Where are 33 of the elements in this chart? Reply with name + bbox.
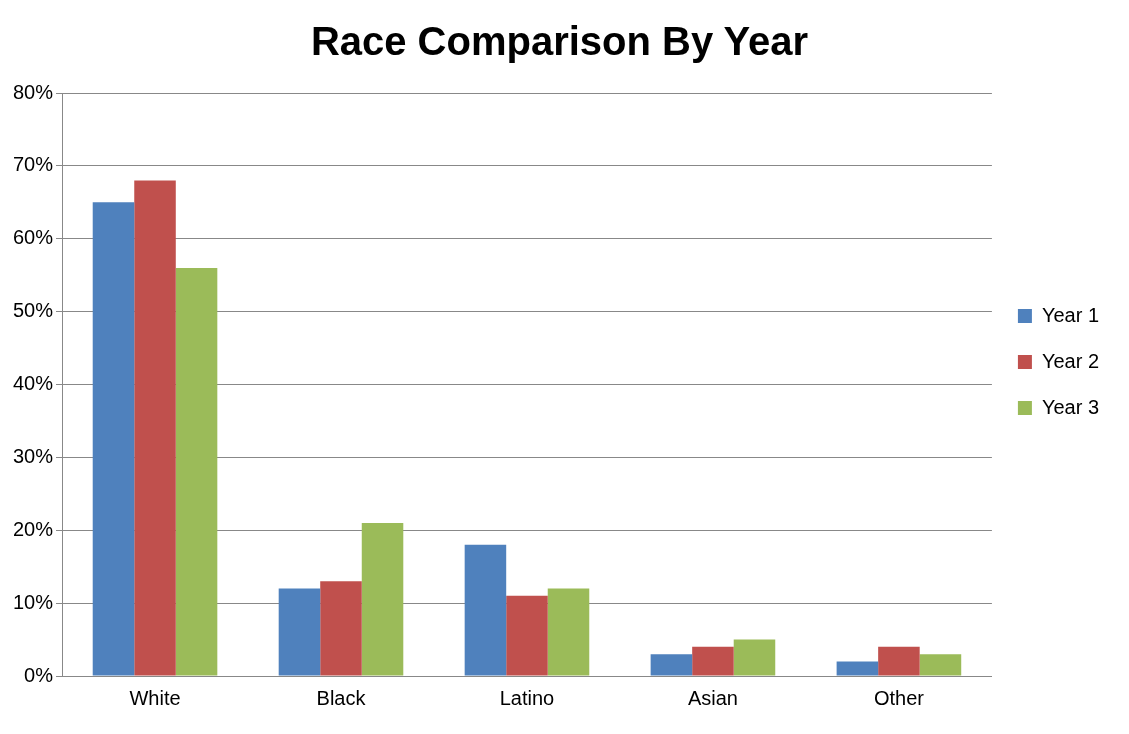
y-tick-label: 20% [13,517,54,540]
y-tick-label: 80% [13,80,54,103]
bar [361,522,404,676]
legend-label: Year 3 [1041,395,1099,418]
bar [692,646,734,676]
bar [175,267,218,676]
y-tick-label: 40% [13,372,54,395]
x-tick-label: Latino [499,686,555,709]
bar [650,654,693,676]
bar [92,202,135,676]
y-tick-label: 50% [13,299,54,322]
legend-label: Year 2 [1041,349,1099,372]
x-tick-label: Asian [687,686,738,709]
bar [320,581,362,676]
bar [278,588,321,676]
bar [836,661,879,676]
x-tick-label: Black [316,686,367,709]
legend-label: Year 1 [1041,303,1099,326]
y-tick-label: 60% [13,226,54,249]
bar [733,639,776,676]
bar [919,654,962,676]
x-tick-label: Other [873,686,925,709]
y-tick-label: 30% [13,444,54,467]
bar [878,646,920,676]
bar [547,588,590,676]
bar [134,180,176,676]
bar [506,595,548,676]
bar [464,544,507,676]
y-tick-label: 0% [24,663,54,686]
chart-title: Race Comparison By Year [310,19,809,64]
y-tick-label: 10% [13,590,54,613]
y-tick-label: 70% [13,153,54,176]
x-tick-label: White [129,686,181,709]
